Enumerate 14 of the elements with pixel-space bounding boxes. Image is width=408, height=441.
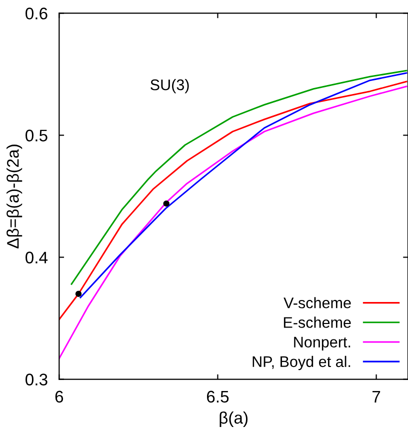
legend-label: E-scheme [284,316,351,328]
y-axis-title: Δβ=β(a)-β(2a) [6,144,22,248]
y-tick-label: 0.6 [26,8,48,20]
legend-label: NP, Boyd et al. [252,356,350,370]
x-tick-label: 7 [372,390,380,402]
legend-label: V-scheme [284,297,351,308]
x-tick-label: 6.5 [206,390,229,403]
y-tick-label: 0.5 [26,130,48,142]
annotation: SU(3) [150,79,189,94]
x-tick-label: 6 [55,390,64,403]
x-axis-title: β(a) [220,411,248,427]
y-tick-label: 0.4 [26,252,48,264]
y-tick-label: 0.3 [26,374,48,386]
legend-label: Nonpert. [294,336,350,351]
